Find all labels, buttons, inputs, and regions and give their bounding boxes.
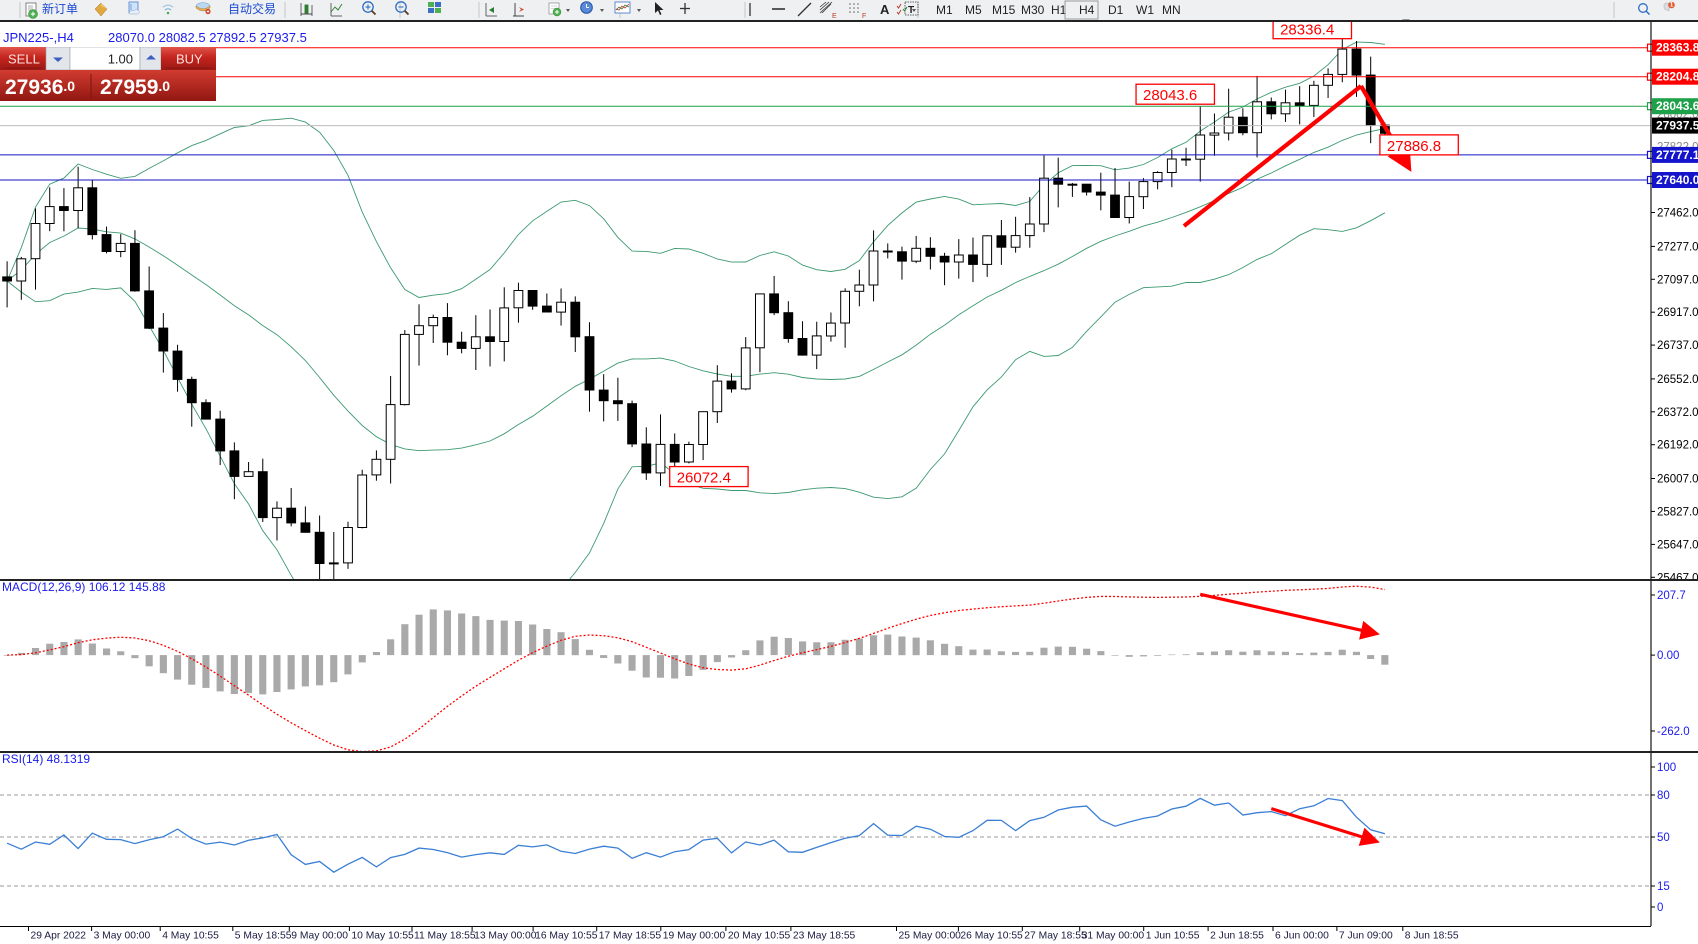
svg-text:MACD(12,26,9) 106.12 145.88: MACD(12,26,9) 106.12 145.88 — [2, 581, 166, 594]
svg-text:27886.8: 27886.8 — [1387, 138, 1441, 155]
svg-text:28204.8: 28204.8 — [1656, 70, 1698, 84]
svg-text:BUY: BUY — [176, 52, 203, 67]
svg-text:26072.4: 26072.4 — [677, 470, 731, 487]
svg-text:26917.0: 26917.0 — [1657, 307, 1698, 319]
svg-text:0.00: 0.00 — [1657, 650, 1679, 662]
svg-text:0: 0 — [1657, 902, 1663, 914]
svg-text:27640.0: 27640.0 — [1656, 173, 1698, 187]
svg-text:25467.0: 25467.0 — [1657, 572, 1698, 579]
svg-text:13 May 00:00: 13 May 00:00 — [474, 931, 537, 942]
svg-text:100: 100 — [1657, 762, 1676, 774]
svg-text:M1: M1 — [936, 3, 953, 17]
svg-text:28336.4: 28336.4 — [1280, 22, 1334, 39]
svg-text:28043.6: 28043.6 — [1143, 87, 1197, 104]
svg-text:31 May 00:00: 31 May 00:00 — [1082, 931, 1145, 942]
svg-text:20 May 10:55: 20 May 10:55 — [728, 931, 791, 942]
svg-text:RSI(14) 48.1319: RSI(14) 48.1319 — [2, 753, 90, 766]
svg-text:27937.5: 27937.5 — [1656, 119, 1698, 133]
svg-text:E: E — [832, 13, 837, 20]
svg-text:M30: M30 — [1021, 3, 1045, 17]
svg-text:3 May 00:00: 3 May 00:00 — [94, 931, 151, 942]
svg-text:25827.0: 25827.0 — [1657, 506, 1698, 518]
svg-text:26 May 10:55: 26 May 10:55 — [960, 931, 1023, 942]
svg-text:自动交易: 自动交易 — [228, 1, 276, 16]
svg-text:207.7: 207.7 — [1657, 590, 1686, 602]
svg-text:SELL: SELL — [8, 52, 40, 67]
svg-text:27462.0: 27462.0 — [1657, 208, 1698, 220]
svg-text:15: 15 — [1657, 881, 1670, 893]
svg-text:F: F — [862, 13, 866, 20]
svg-text:H1: H1 — [1051, 3, 1067, 17]
svg-text:50: 50 — [1657, 832, 1670, 844]
svg-text:W1: W1 — [1136, 3, 1154, 17]
svg-text:新订单: 新订单 — [42, 1, 78, 16]
svg-text:1 Jun 10:55: 1 Jun 10:55 — [1146, 931, 1200, 942]
svg-text:5 May 18:55: 5 May 18:55 — [235, 931, 292, 942]
svg-text:M15: M15 — [992, 3, 1016, 17]
svg-text:27777.1: 27777.1 — [1656, 148, 1698, 162]
svg-text:26372.0: 26372.0 — [1657, 407, 1698, 419]
svg-text:28043.6: 28043.6 — [1656, 99, 1698, 113]
svg-text:26552.0: 26552.0 — [1657, 374, 1698, 386]
svg-text:4 May 10:55: 4 May 10:55 — [162, 931, 219, 942]
svg-text:D1: D1 — [1108, 3, 1124, 17]
svg-text:7 Jun 09:00: 7 Jun 09:00 — [1339, 931, 1393, 942]
svg-text:11 May 18:55: 11 May 18:55 — [414, 931, 476, 942]
svg-text:H4: H4 — [1079, 3, 1095, 17]
svg-text:A: A — [880, 2, 890, 17]
svg-text:29 Apr 2022: 29 Apr 2022 — [31, 931, 87, 942]
svg-text:26007.0: 26007.0 — [1657, 474, 1698, 486]
svg-text:17 May 18:55: 17 May 18:55 — [599, 931, 662, 942]
svg-text:25 May 00:00: 25 May 00:00 — [899, 931, 962, 942]
svg-text:25647.0: 25647.0 — [1657, 539, 1698, 551]
svg-text:-262.0: -262.0 — [1657, 726, 1690, 738]
svg-text:27097.0: 27097.0 — [1657, 274, 1698, 286]
svg-text:80: 80 — [1657, 790, 1670, 802]
svg-text:1.00: 1.00 — [108, 52, 133, 67]
svg-text:M5: M5 — [965, 3, 982, 17]
svg-text:26737.0: 26737.0 — [1657, 340, 1698, 352]
svg-text:26192.0: 26192.0 — [1657, 440, 1698, 452]
svg-text:19 May 00:00: 19 May 00:00 — [663, 931, 726, 942]
svg-text:6 Jun 00:00: 6 Jun 00:00 — [1275, 931, 1329, 942]
svg-text:16 May 10:55: 16 May 10:55 — [535, 931, 598, 942]
svg-text:27277.0: 27277.0 — [1657, 241, 1698, 253]
svg-text:MN: MN — [1162, 3, 1181, 17]
svg-text:8 Jun 18:55: 8 Jun 18:55 — [1405, 931, 1459, 942]
svg-text:1: 1 — [1670, 1, 1674, 8]
svg-text:27 May 18:55: 27 May 18:55 — [1024, 931, 1087, 942]
svg-text:2 Jun 18:55: 2 Jun 18:55 — [1210, 931, 1264, 942]
svg-text:10 May 10:55: 10 May 10:55 — [351, 931, 414, 942]
svg-text:28363.8: 28363.8 — [1656, 41, 1698, 55]
svg-text:9 May 00:00: 9 May 00:00 — [291, 931, 348, 942]
svg-text:23 May 18:55: 23 May 18:55 — [793, 931, 856, 942]
